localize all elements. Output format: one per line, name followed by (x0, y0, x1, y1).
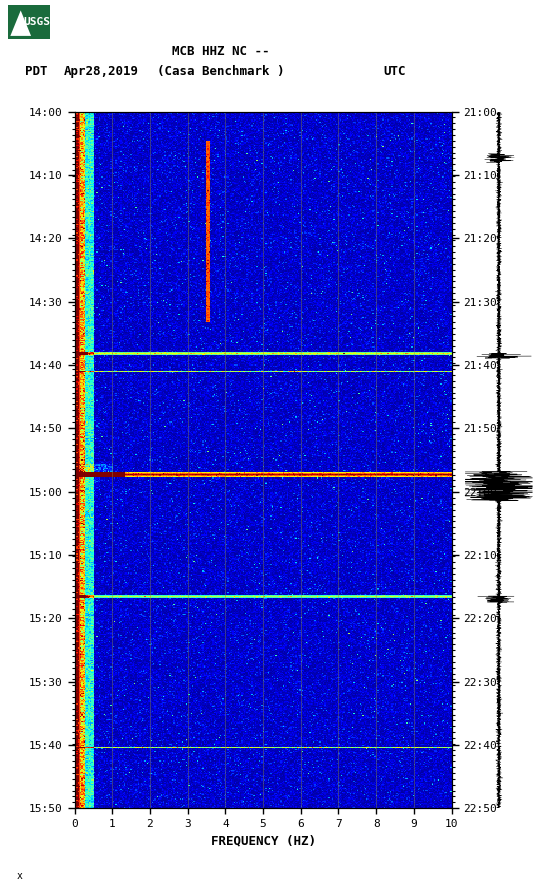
Polygon shape (10, 11, 31, 36)
Text: MCB HHZ NC --: MCB HHZ NC -- (172, 46, 269, 58)
Text: USGS: USGS (23, 17, 50, 28)
Text: Apr28,2019: Apr28,2019 (63, 65, 139, 78)
Text: PDT: PDT (25, 65, 47, 78)
X-axis label: FREQUENCY (HZ): FREQUENCY (HZ) (210, 834, 316, 847)
Text: UTC: UTC (384, 65, 406, 78)
Text: (Casa Benchmark ): (Casa Benchmark ) (157, 65, 284, 78)
Text: x: x (17, 871, 23, 880)
